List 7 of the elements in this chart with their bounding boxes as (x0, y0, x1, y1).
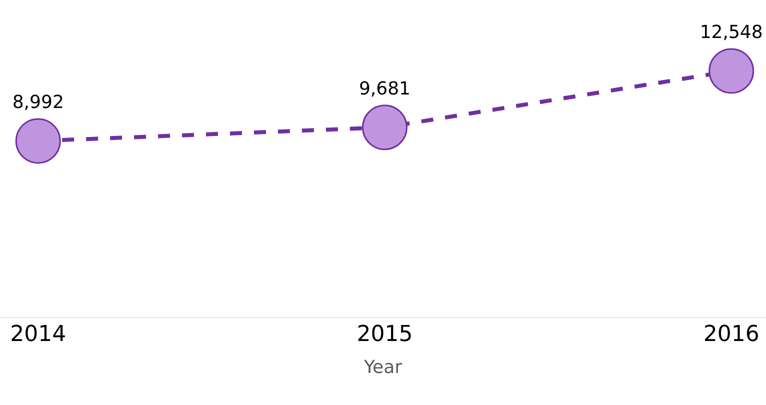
x-axis-title: Year (362, 357, 403, 378)
x-tick-label: 2014 (10, 322, 66, 347)
data-label: 8,992 (12, 92, 64, 113)
data-label: 9,681 (358, 78, 410, 100)
x-tick-label: 2015 (356, 322, 413, 347)
x-tick-label: 2016 (703, 322, 760, 347)
data-label: 12,548 (700, 22, 763, 43)
